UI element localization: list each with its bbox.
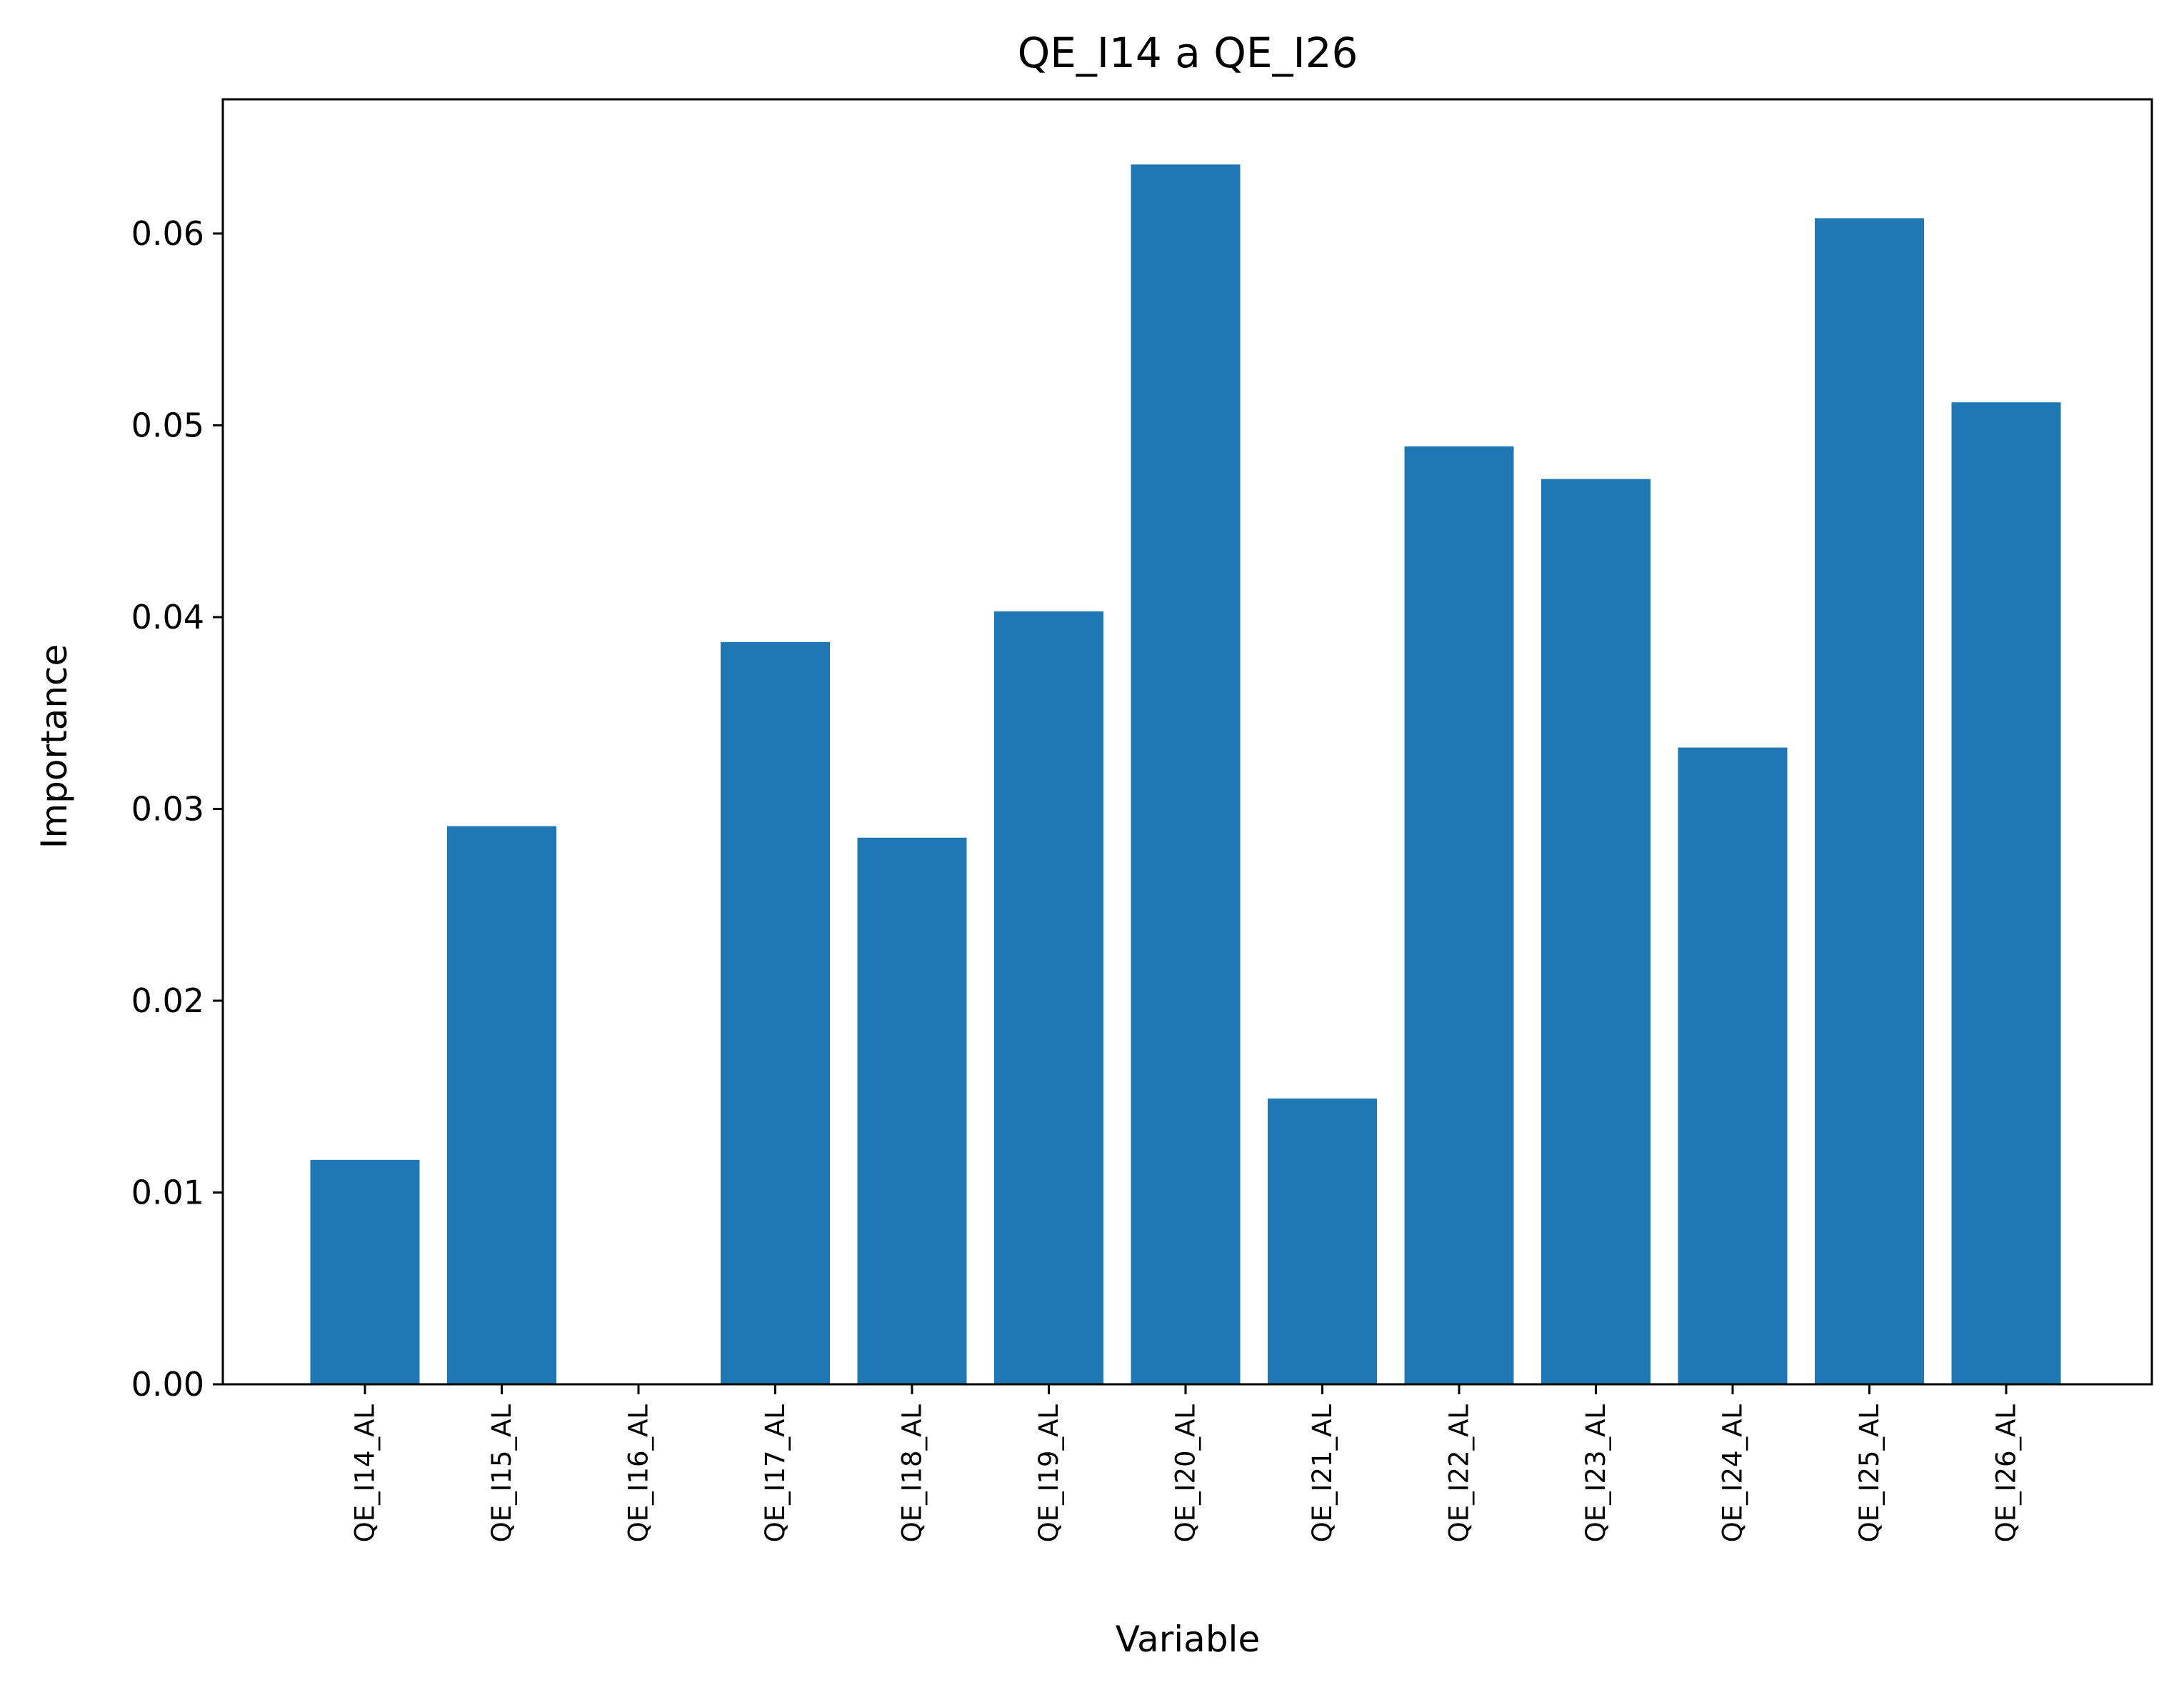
x-tick-label: QE_I26_AL <box>1991 1404 2022 1543</box>
x-axis-label: Variable <box>1116 1619 1260 1660</box>
bar-QE_I26_AL <box>1951 402 2061 1384</box>
y-axis: 0.00 0.01 0.02 0.03 0.04 0.05 0.06 <box>131 214 223 1404</box>
bar-QE_I17_AL <box>721 641 830 1384</box>
bar-QE_I22_AL <box>1404 446 1514 1384</box>
y-tick-label: 0.06 <box>131 214 204 253</box>
bar-QE_I15_AL <box>447 826 556 1384</box>
x-tick-label: QE_I24_AL <box>1718 1404 1748 1543</box>
bars-group <box>310 164 2061 1385</box>
bar-QE_I14_AL <box>310 1159 420 1384</box>
bar-QE_I19_AL <box>994 611 1103 1384</box>
y-tick-label: 0.03 <box>131 789 204 828</box>
y-tick-label: 0.01 <box>131 1173 204 1211</box>
x-tick-label: QE_I20_AL <box>1171 1404 1201 1543</box>
x-tick-label: QE_I16_AL <box>623 1404 654 1543</box>
x-tick-label: QE_I19_AL <box>1033 1404 1064 1543</box>
bar-QE_I24_AL <box>1678 747 1788 1384</box>
x-tick-label: QE_I23_AL <box>1581 1404 1611 1543</box>
bar-QE_I18_AL <box>857 837 967 1384</box>
x-tick-label: QE_I25_AL <box>1854 1404 1885 1543</box>
x-tick-label: QE_I14_AL <box>350 1404 381 1543</box>
y-tick-label: 0.00 <box>131 1365 204 1404</box>
x-axis: QE_I14_AL QE_I15_AL QE_I16_AL QE_I17_AL QE_I… <box>350 1384 2022 1542</box>
bar-QE_I23_AL <box>1541 479 1650 1384</box>
bar-QE_I20_AL <box>1131 164 1241 1385</box>
y-tick-label: 0.04 <box>131 598 204 636</box>
y-axis-label: Importance <box>34 644 75 849</box>
x-tick-label: QE_I22_AL <box>1444 1404 1475 1543</box>
bar-QE_I21_AL <box>1268 1098 1377 1384</box>
y-tick-label: 0.02 <box>131 981 204 1020</box>
x-tick-label: QE_I17_AL <box>760 1404 791 1543</box>
x-tick-label: QE_I15_AL <box>486 1404 517 1543</box>
y-tick-label: 0.05 <box>131 406 204 444</box>
bar-QE_I25_AL <box>1815 218 1924 1385</box>
chart-title: QE_I14 a QE_I26 <box>1018 29 1358 77</box>
x-tick-label: QE_I18_AL <box>897 1404 928 1543</box>
plot-frame <box>221 98 2153 1386</box>
x-tick-label: QE_I21_AL <box>1307 1404 1338 1543</box>
